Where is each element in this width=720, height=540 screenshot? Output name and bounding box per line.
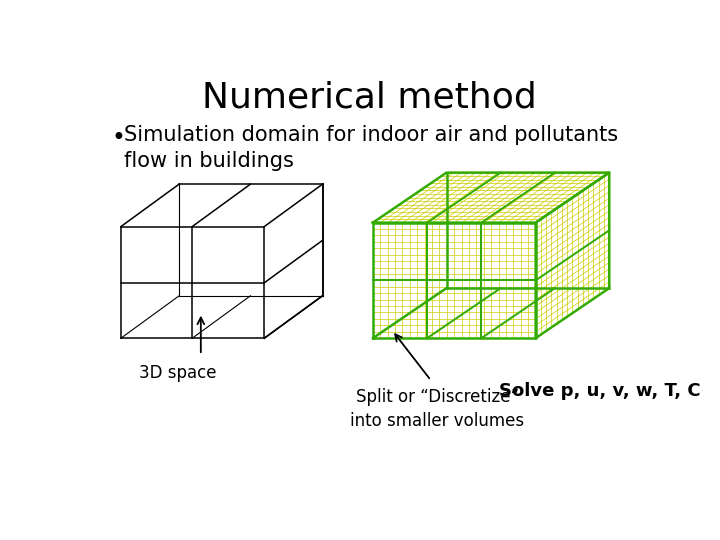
Text: Numerical method: Numerical method — [202, 80, 536, 114]
Text: 3D space: 3D space — [139, 363, 216, 382]
Text: Solve p, u, v, w, T, C: Solve p, u, v, w, T, C — [499, 382, 701, 400]
Text: Split or “Discretize”
into smaller volumes: Split or “Discretize” into smaller volum… — [350, 388, 524, 430]
Text: Simulation domain for indoor air and pollutants
flow in buildings: Simulation domain for indoor air and pol… — [124, 125, 618, 171]
Text: •: • — [112, 126, 125, 151]
